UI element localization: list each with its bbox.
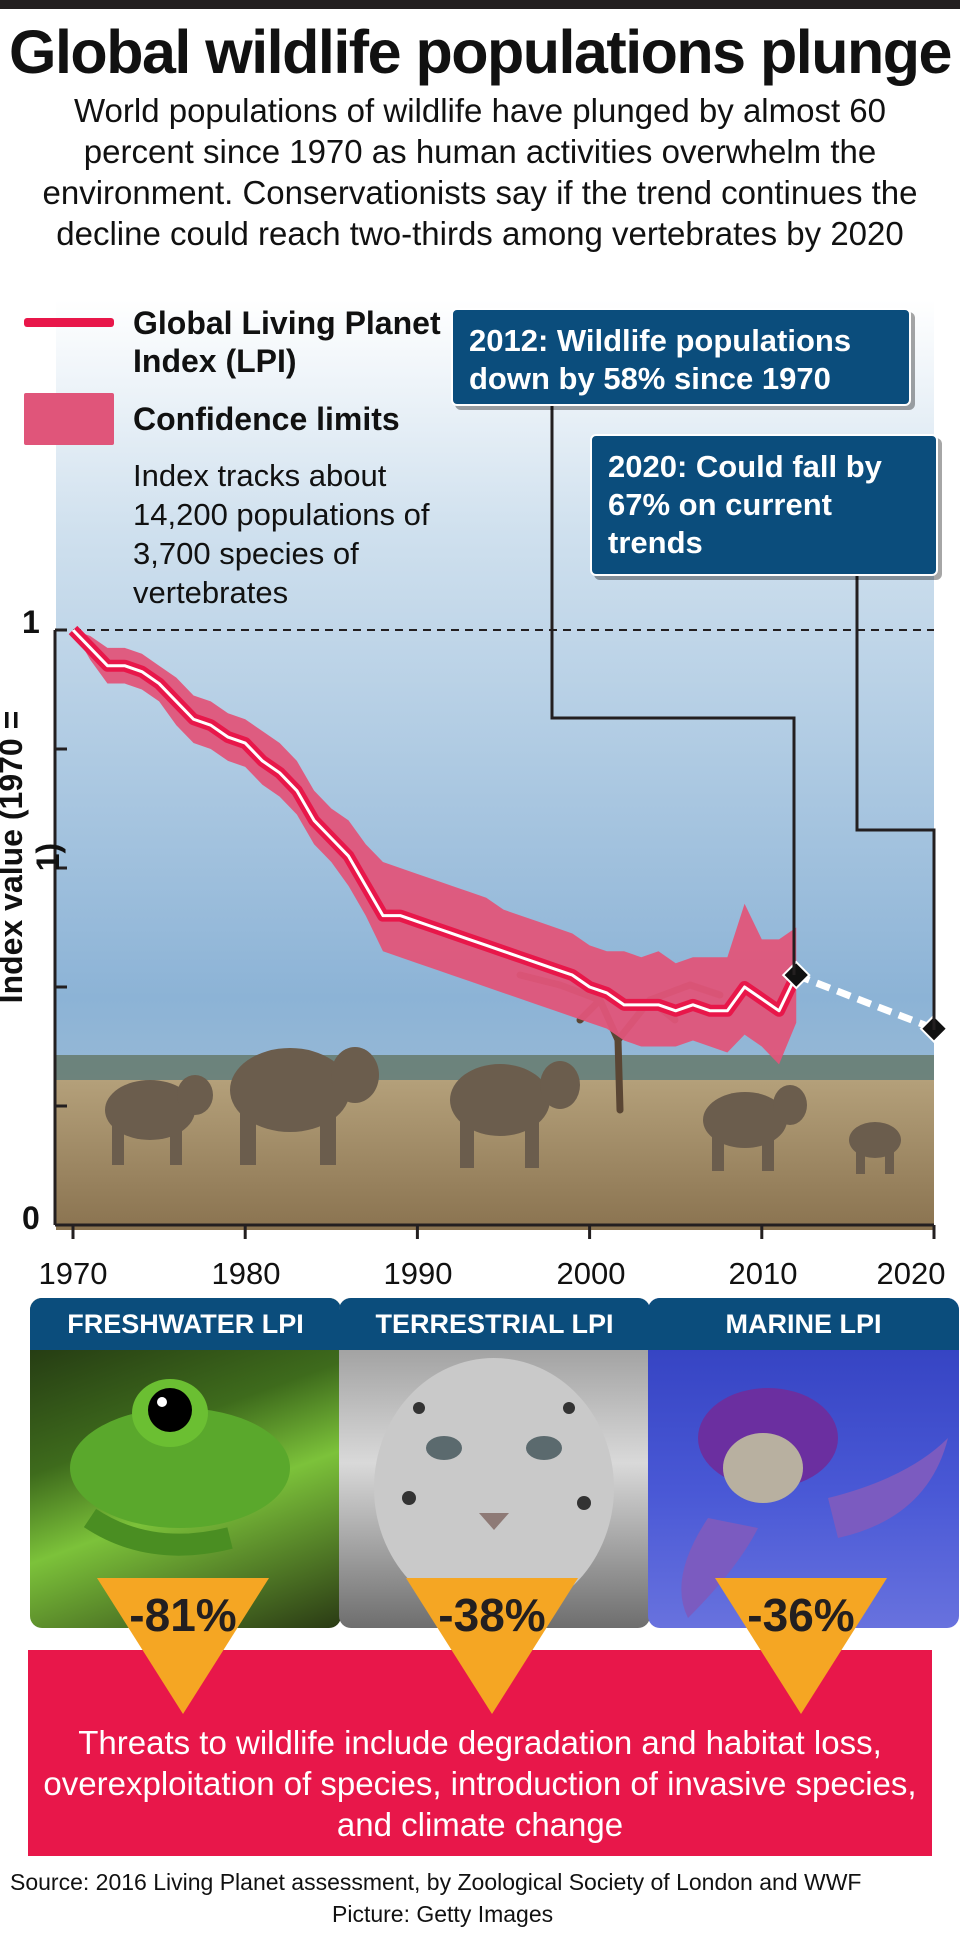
terrestrial-change-badge — [406, 1578, 578, 1714]
callout-2020: 2020: Could fall by 67% on current trend… — [590, 434, 938, 576]
source-text: Source: 2016 Living Planet assessment, b… — [10, 1869, 862, 1895]
frog-picture — [70, 1379, 290, 1556]
freshwater-panel: FRESHWATER LPI — [30, 1298, 341, 1628]
lpi-series-centerline — [71, 628, 798, 1013]
picture-credit: Picture: Getty Images — [332, 1901, 554, 1927]
legend-line-swatch — [24, 318, 114, 327]
marine-panel: MARINE LPI — [648, 1298, 959, 1628]
freshwater-change-value: -81% — [129, 1589, 237, 1641]
y-tick-label: 1 — [22, 604, 40, 640]
source-note: Source: 2016 Living Planet assessment, b… — [10, 1866, 910, 1927]
legend-band-swatch — [24, 393, 114, 445]
projection-line — [794, 971, 936, 1032]
x-tick-label: 2010 — [728, 1256, 798, 1291]
y-tick-label: 0 — [22, 1200, 40, 1236]
index-note: Index tracks about 14,200 populations of… — [133, 458, 430, 610]
callout-2012: 2012: Wildlife populations down by 58% s… — [451, 308, 911, 406]
elephant-silhouettes — [105, 1047, 901, 1174]
turtle-picture — [681, 1388, 948, 1618]
chart-axes — [53, 628, 936, 1239]
marine-change-badge — [715, 1578, 887, 1714]
callout-connectors — [550, 400, 936, 1030]
terrestrial-change-value: -38% — [438, 1589, 546, 1641]
panel-header: FRESHWATER LPI — [30, 1298, 341, 1350]
leopard-picture — [374, 1358, 614, 1618]
panel-header: MARINE LPI — [648, 1298, 959, 1350]
page-title: Global wildlife populations plunge — [9, 18, 952, 86]
terrestrial-panel: TERRESTRIAL LPI — [339, 1298, 650, 1628]
threats-text: Threats to wildlife include degradation … — [43, 1724, 917, 1843]
x-tick-label: 1970 — [38, 1256, 108, 1291]
top-bar — [0, 0, 960, 9]
x-tick-label: 1990 — [383, 1256, 453, 1291]
marine-change-value: -36% — [747, 1589, 855, 1641]
x-tick-label: 2000 — [556, 1256, 626, 1291]
panel-header: TERRESTRIAL LPI — [339, 1298, 650, 1350]
legend-band-label: Confidence limits — [133, 401, 400, 437]
y-axis-label: Index value (1970 = 1) — [0, 711, 66, 1004]
lpi-chart — [53, 300, 949, 1239]
legend-line-label: Global Living Planet Index (LPI) — [133, 305, 441, 379]
marker-2012 — [781, 960, 811, 990]
subtitle: World populations of wildlife have plung… — [42, 92, 918, 252]
confidence-band — [73, 630, 797, 1065]
x-tick-label: 1980 — [211, 1256, 281, 1291]
freshwater-change-badge — [97, 1578, 269, 1714]
x-tick-label: 2020 — [876, 1256, 946, 1291]
